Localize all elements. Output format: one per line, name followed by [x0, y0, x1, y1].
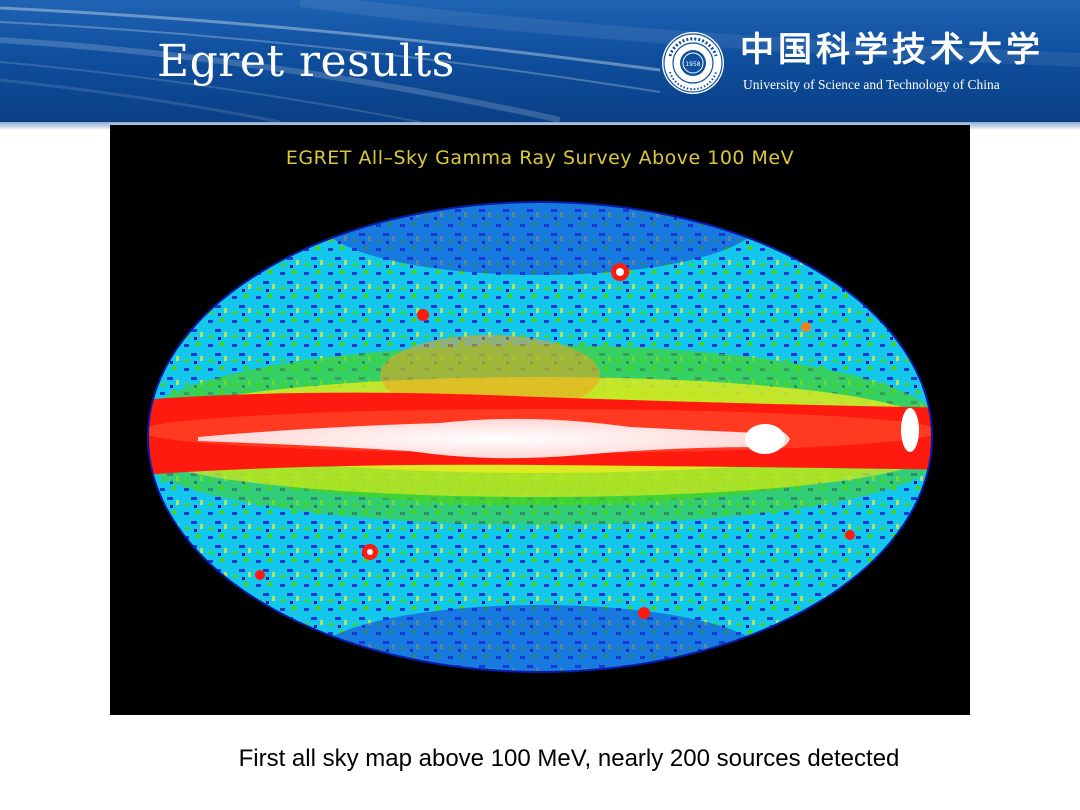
slide-title: Egret results: [157, 36, 455, 87]
slide-caption: First all sky map above 100 MeV, nearly …: [238, 745, 900, 772]
university-name-chinese: 中国科学技术大学: [740, 30, 1044, 70]
map-title: EGRET All–Sky Gamma Ray Survey Above 100…: [285, 147, 795, 169]
seal-year: 1958: [685, 61, 700, 68]
university-name-english: University of Science and Technology of …: [743, 77, 1000, 92]
header-decoration: [0, 0, 1080, 122]
gamma-ray-sky-map: [147, 201, 933, 673]
slide-header: Egret results 1958 中国科学技术大学 University o…: [0, 0, 1080, 122]
sky-map-figure: EGRET All–Sky Gamma Ray Survey Above 100…: [110, 125, 970, 715]
university-seal-logo: 1958: [662, 32, 724, 94]
